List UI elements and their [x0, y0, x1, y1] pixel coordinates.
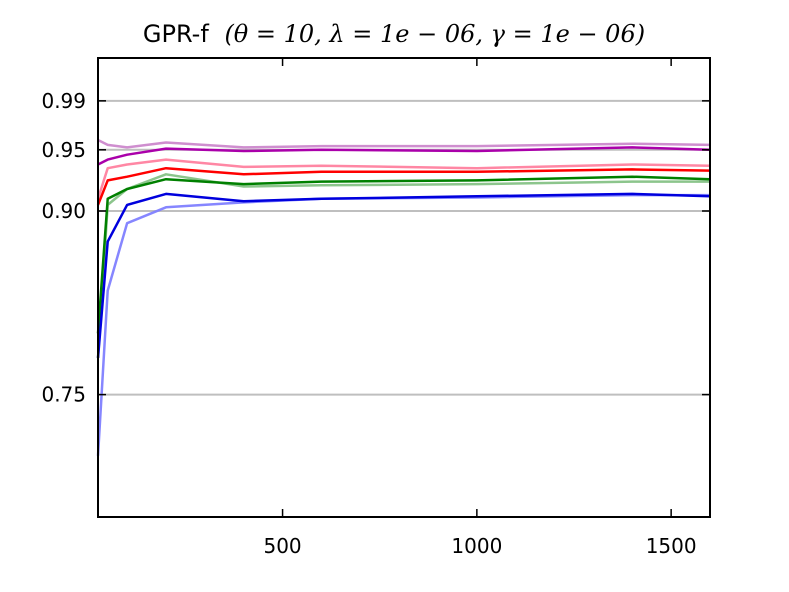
y-tick-label: 0.95	[41, 138, 86, 162]
tick-layer: 0.75 0.90 0.95 0.99 500 1000 1500	[41, 58, 710, 558]
series-line-4	[96, 166, 711, 206]
series-line-5	[96, 173, 710, 358]
series-line-7	[96, 193, 710, 456]
y-tick-label: 0.99	[41, 89, 86, 113]
chart-title-main: GPR-f	[143, 20, 209, 48]
series-layer	[96, 138, 711, 456]
y-tick-label: 0.75	[41, 383, 86, 407]
chart-title-params: (θ = 10, λ = 1e − 06, γ = 1e − 06)	[224, 20, 645, 48]
plot-frame	[97, 57, 711, 518]
series-line-3	[96, 158, 711, 200]
series-line-8	[96, 192, 711, 359]
x-tick-label: 1000	[451, 534, 502, 558]
series-line-2	[97, 146, 711, 166]
y-tick-label: 0.90	[41, 199, 86, 223]
series-line-6	[96, 175, 711, 334]
series-line-1	[97, 138, 711, 149]
x-tick-label: 500	[263, 534, 301, 558]
chart-title: GPR-f (θ = 10, λ = 1e − 06, γ = 1e − 06)	[143, 20, 645, 48]
x-tick-label: 1500	[646, 534, 697, 558]
